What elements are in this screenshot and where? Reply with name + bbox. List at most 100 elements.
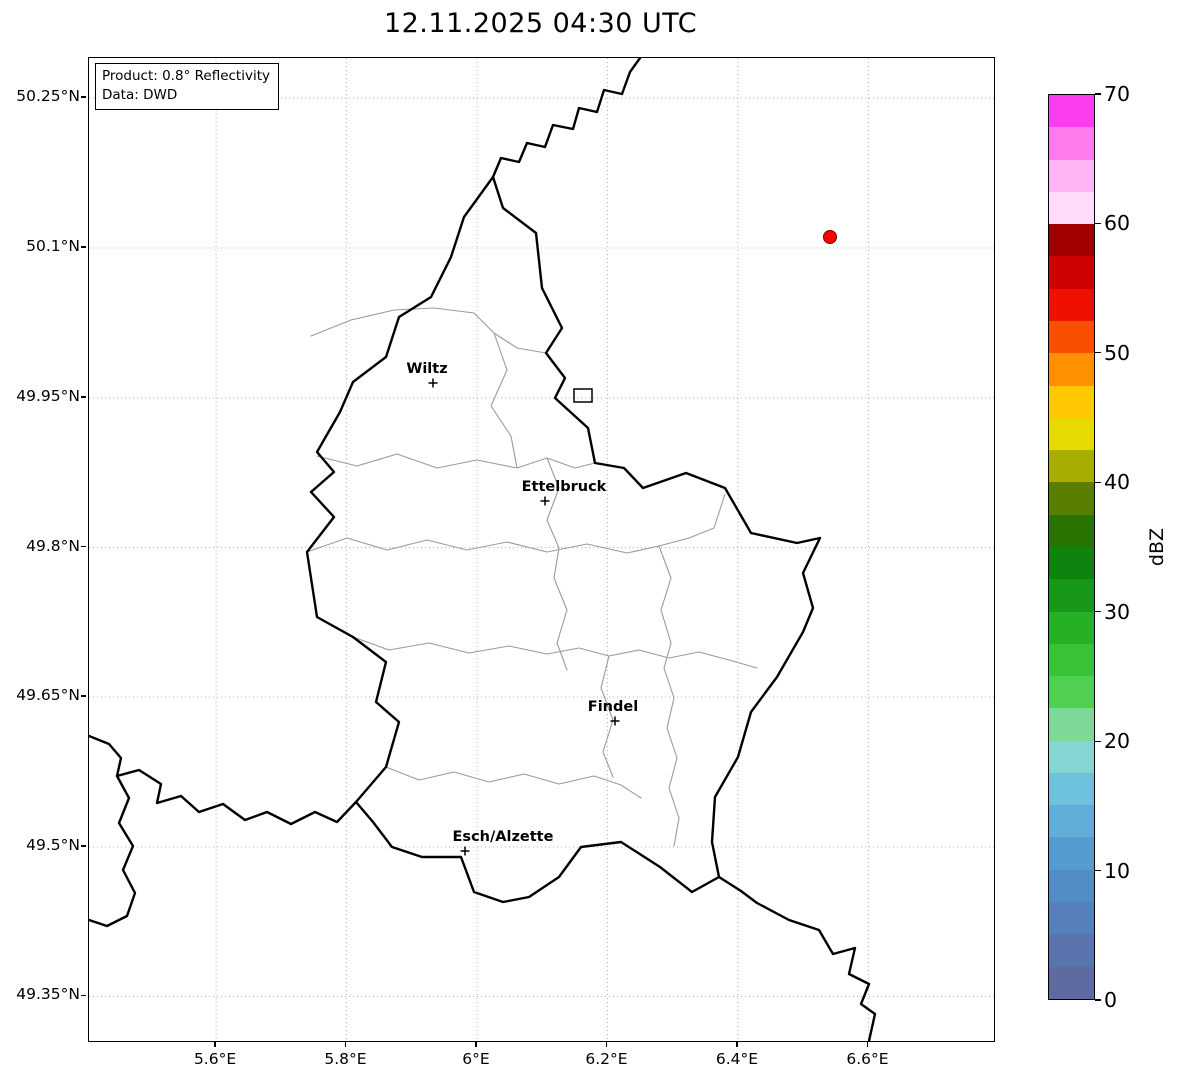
x-tick-label: 6.4°E [715, 1050, 759, 1068]
y-tick-mark [81, 545, 86, 548]
x-tick-label: 6°E [462, 1050, 490, 1068]
colorbar-tick-label: 50 [1104, 340, 1131, 365]
y-tick-mark [81, 396, 86, 398]
colorbar-segment-20-22.5dBZ [1049, 708, 1094, 741]
colorbar-segment-15-17.5dBZ [1049, 772, 1094, 806]
colorbar-segment-30-32.5dBZ [1049, 579, 1094, 612]
y-tick-label: 49.35°N [16, 985, 80, 1004]
colorbar-segment-50-52.5dBZ [1049, 320, 1094, 354]
colorbar-tick-mark [1095, 93, 1101, 95]
france-belgium-border-south [89, 774, 137, 928]
colorbar-segment-17.5-20dBZ [1049, 740, 1094, 773]
colorbar-axis-label: dBZ [1146, 527, 1168, 567]
colorbar-tick-mark [1095, 352, 1101, 354]
colorbar-tick-mark [1095, 222, 1101, 225]
radar-site-marker [823, 230, 837, 244]
colorbar-tick-mark [1095, 481, 1101, 483]
x-tick-mark [344, 1042, 347, 1047]
y-tick-mark [81, 695, 86, 697]
annotation-data-source: Data: DWD [102, 86, 178, 103]
city-findel: Findel [588, 699, 638, 726]
colorbar-segment-67.5-70dBZ [1049, 95, 1094, 128]
colorbar-segment-52.5-55dBZ [1049, 288, 1094, 321]
city-label-findel: Findel [588, 699, 638, 715]
city-label-esch-alzette: Esch/Alzette [453, 829, 554, 845]
annotation-product: Product: 0.8° Reflectivity [102, 68, 270, 84]
city-esch-alzette: Esch/Alzette [453, 829, 554, 856]
city-wiltz: Wiltz [406, 361, 448, 388]
colorbar-segment-55-57.5dBZ [1049, 256, 1094, 289]
colorbar-tick-label: 40 [1104, 470, 1131, 495]
y-tick-mark [81, 845, 86, 847]
colorbar-segment-0-2.5dBZ [1049, 966, 1094, 999]
annotation-box: Product: 0.8° Reflectivity Data: DWD [95, 63, 279, 110]
border-detail-rect [573, 388, 593, 403]
y-tick-label: 50.1°N [26, 237, 80, 255]
colorbar-segment-25-27.5dBZ [1049, 643, 1094, 677]
colorbar-segment-62.5-65dBZ [1049, 159, 1094, 192]
belgium-germany-border [491, 58, 642, 179]
radar-site-dot [823, 230, 837, 244]
colorbar-segment-37.5-40dBZ [1049, 482, 1094, 515]
france-belgium-border [89, 734, 358, 826]
y-tick-mark [81, 994, 86, 997]
france-germany-border [717, 875, 877, 1041]
colorbar-tick-label: 10 [1104, 858, 1131, 883]
colorbar-segment-35-37.5dBZ [1049, 514, 1094, 547]
colorbar-tick-label: 0 [1104, 988, 1118, 1012]
y-tick-label: 49.65°N [16, 686, 80, 705]
colorbar-segment-65-67.5dBZ [1049, 127, 1094, 160]
colorbar-segments [1049, 95, 1094, 999]
city-markers: Wiltz Ettelbruck Findel Esch/Alzette [406, 361, 638, 856]
colorbar-segment-42.5-45dBZ [1049, 417, 1094, 451]
x-tick-mark [475, 1042, 477, 1047]
x-tick-mark [214, 1042, 216, 1047]
city-label-ettelbruck: Ettelbruck [522, 479, 607, 495]
y-tick-label: 49.5°N [26, 836, 80, 855]
colorbar-tick-mark [1095, 611, 1101, 613]
colorbar-segment-2.5-5dBZ [1049, 934, 1094, 967]
colorbar-segment-60-62.5dBZ [1049, 191, 1094, 225]
colorbar-tick-label: 70 [1104, 82, 1131, 106]
colorbar-segment-5-7.5dBZ [1049, 902, 1094, 935]
gridlines [89, 58, 994, 1041]
x-tick-mark [866, 1042, 869, 1047]
map-plot: Wiltz Ettelbruck Findel Esch/Alzette Produc… [88, 57, 995, 1042]
colorbar-segment-32.5-35dBZ [1049, 546, 1094, 580]
colorbar-tick-label: 60 [1104, 211, 1131, 236]
country-borders [89, 58, 877, 1041]
colorbar-segment-45-47.5dBZ [1049, 385, 1094, 418]
y-tick-label: 49.95°N [16, 387, 80, 406]
colorbar-tick-label: 30 [1104, 599, 1131, 624]
colorbar-segment-10-12.5dBZ [1049, 837, 1094, 870]
x-tick-mark [736, 1042, 738, 1047]
y-tick-mark [81, 96, 86, 98]
colorbar-segment-12.5-15dBZ [1049, 805, 1094, 838]
city-label-wiltz: Wiltz [406, 361, 447, 377]
y-tick-mark [81, 246, 86, 248]
luxembourg-border [305, 175, 822, 904]
colorbar-tick-mark [1095, 869, 1101, 872]
x-tick-label: 5.8°E [324, 1050, 367, 1068]
x-tick-label: 5.6°E [193, 1050, 237, 1068]
district-borders [306, 307, 758, 847]
colorbar-segment-7.5-10dBZ [1049, 869, 1094, 903]
colorbar-tick-label: 20 [1104, 729, 1131, 754]
colorbar-segment-57.5-60dBZ [1049, 224, 1094, 257]
colorbar-tick-mark [1095, 999, 1101, 1001]
colorbar-segment-22.5-25dBZ [1049, 676, 1094, 709]
figure-title: 12.11.2025 04:30 UTC [383, 8, 698, 39]
colorbar-segment-27.5-30dBZ [1049, 611, 1094, 644]
luxembourg-map: Wiltz Ettelbruck Findel Esch/Alzette [89, 58, 994, 1041]
x-tick-label: 6.6°E [846, 1050, 889, 1068]
x-tick-label: 6.2°E [585, 1050, 628, 1068]
colorbar [1048, 94, 1095, 1000]
colorbar-segment-47.5-50dBZ [1049, 353, 1094, 386]
colorbar-segment-40-42.5dBZ [1049, 450, 1094, 483]
y-tick-label: 50.25°N [16, 87, 80, 105]
y-tick-label: 49.8°N [26, 536, 80, 555]
x-tick-mark [605, 1042, 608, 1047]
city-ettelbruck: Ettelbruck [522, 479, 607, 506]
colorbar-tick-mark [1095, 740, 1101, 742]
